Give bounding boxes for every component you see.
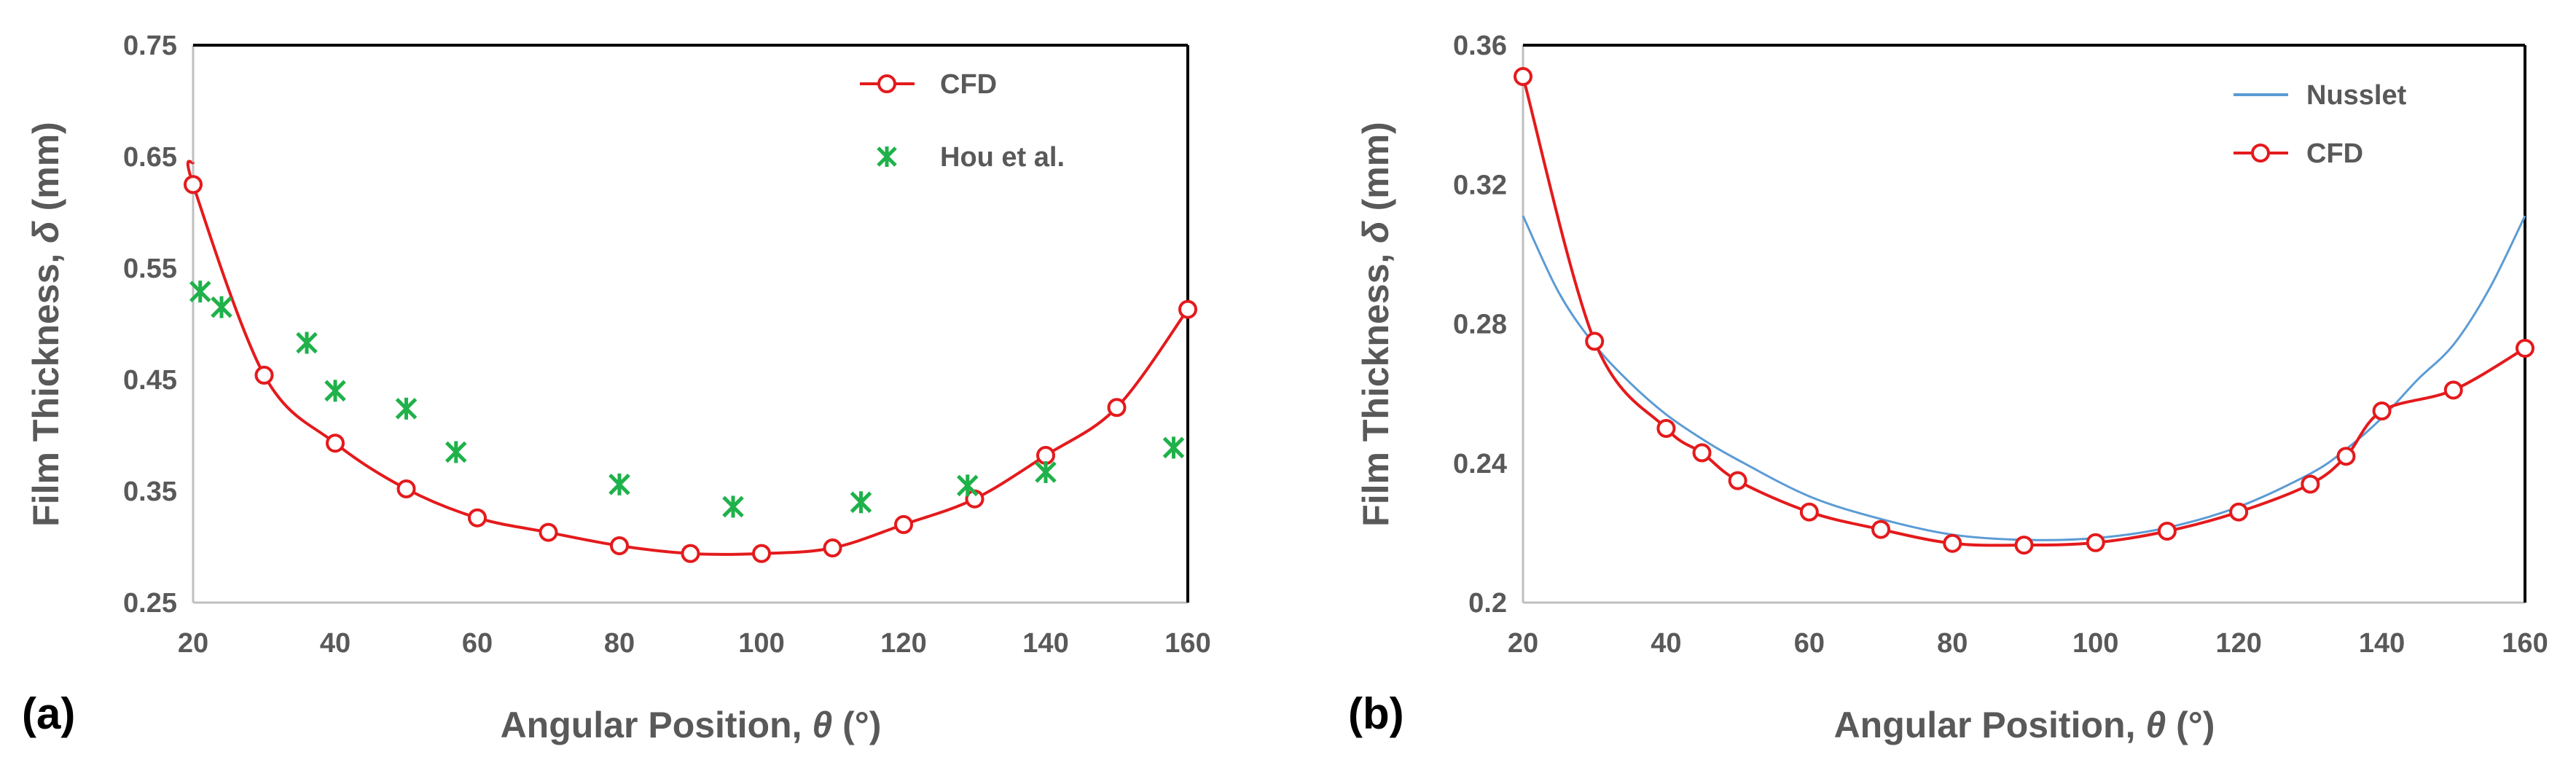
data-point-cfd — [823, 538, 842, 558]
data-point-cfd — [2301, 474, 2320, 494]
data-point-hou-et-al — [324, 380, 346, 402]
x-tick-label: 100 — [2072, 628, 2118, 659]
data-point-cfd — [1799, 502, 1819, 522]
data-point-cfd — [2443, 380, 2463, 400]
data-point-cfd — [184, 175, 203, 195]
x-tick-label: 20 — [1508, 628, 1538, 659]
data-point-cfd — [681, 544, 700, 563]
data-point-cfd — [2014, 536, 2034, 555]
legend-b: Nusslet CFD — [2234, 80, 2407, 169]
x-tick-label: 20 — [178, 628, 208, 659]
y-tick-label: 0.45 — [123, 365, 177, 396]
chart-panel-a: 0.25 0.35 0.45 0.55 0.65 0.75 20 40 60 80 100 120 1… — [22, 31, 1211, 745]
data-point-hou-et-al — [608, 473, 630, 495]
y-tick-label: 0.75 — [123, 31, 177, 61]
data-point-cfd — [2336, 447, 2356, 466]
y-tick-labels-b: 0.2 0.24 0.28 0.32 0.36 — [1453, 31, 1507, 619]
y-tick-label: 0.25 — [123, 588, 177, 619]
x-tick-label: 100 — [738, 628, 784, 659]
x-tick-label: 60 — [462, 628, 493, 659]
data-point-cfd — [2372, 401, 2392, 421]
x-tick-label: 80 — [604, 628, 635, 659]
x-tick-label: 140 — [2359, 628, 2405, 659]
plot-area-b — [1523, 45, 2525, 603]
y-tick-label: 0.36 — [1453, 31, 1507, 61]
y-tick-label: 0.32 — [1453, 170, 1507, 200]
data-point-cfd — [1036, 446, 1055, 466]
data-point-cfd — [2086, 533, 2105, 552]
data-point-cfd — [539, 522, 558, 542]
legend-label-cfd-b: CFD — [2306, 138, 2363, 169]
legend-marker-cfd-b — [2251, 144, 2270, 162]
y-tick-label: 0.65 — [123, 142, 177, 173]
data-point-hou-et-al — [956, 474, 979, 497]
panel-label-a: (a) — [22, 689, 75, 738]
data-point-hou-et-al — [722, 495, 744, 518]
legend-marker-cfd-a — [877, 74, 896, 93]
data-point-cfd — [254, 365, 274, 385]
data-point-hou-et-al — [189, 281, 211, 303]
y-axis-title-a: Film Thickness, δ (mm) — [26, 122, 66, 527]
chart-panel-b: 0.2 0.24 0.28 0.32 0.36 20 40 60 80 100 120 140 160… — [1348, 31, 2548, 745]
x-tick-label: 80 — [1937, 628, 1968, 659]
panel-label-b: (b) — [1348, 689, 1404, 738]
data-point-cfd — [1871, 520, 1891, 539]
data-point-cfd — [752, 544, 771, 563]
data-point-cfd — [2157, 521, 2177, 541]
data-point-hou-et-al — [211, 296, 232, 318]
x-tick-label: 160 — [2502, 628, 2548, 659]
data-point-cfd — [1656, 418, 1676, 438]
data-point-cfd — [2516, 338, 2534, 358]
x-tick-labels-b: 20 40 60 80 100 120 140 160 — [1508, 628, 2548, 659]
series-group-a — [184, 160, 1197, 563]
data-point-cfd — [1728, 471, 1747, 490]
series-group-b — [1514, 67, 2534, 555]
y-tick-label: 0.2 — [1468, 588, 1507, 619]
data-point-cfd — [1514, 67, 1532, 87]
data-point-cfd — [326, 434, 345, 453]
series-line-cfd — [186, 160, 1189, 556]
y-tick-label: 0.28 — [1453, 310, 1507, 340]
data-point-cfd — [1692, 443, 1712, 463]
x-tick-label: 140 — [1022, 628, 1068, 659]
data-point-cfd — [1585, 332, 1605, 351]
data-point-hou-et-al — [296, 332, 318, 354]
x-axis-title-b: Angular Position, θ (°) — [1834, 705, 2215, 745]
y-axis-title-b: Film Thickness, δ (mm) — [1355, 122, 1396, 527]
x-tick-labels-a: 20 40 60 80 100 120 140 160 — [178, 628, 1211, 659]
legend-label-hou-a: Hou et al. — [940, 142, 1065, 173]
x-tick-label: 40 — [320, 628, 351, 659]
data-point-cfd — [468, 508, 487, 528]
data-point-cfd — [610, 536, 629, 555]
y-tick-label: 0.35 — [123, 477, 177, 507]
legend-a: CFD Hou et al. — [860, 69, 1065, 173]
data-point-hou-et-al — [395, 397, 418, 420]
data-point-hou-et-al — [850, 491, 872, 514]
x-tick-label: 120 — [880, 628, 926, 659]
data-point-hou-et-al — [1035, 460, 1057, 483]
data-point-cfd — [1943, 533, 1962, 553]
data-point-hou-et-al — [1162, 436, 1185, 459]
data-point-cfd — [1107, 398, 1127, 418]
data-point-cfd — [2229, 502, 2249, 522]
y-tick-labels-a: 0.25 0.35 0.45 0.55 0.65 0.75 — [123, 31, 177, 619]
legend-label-nusslet-b: Nusslet — [2306, 80, 2407, 111]
y-tick-label: 0.55 — [123, 254, 177, 284]
x-tick-label: 120 — [2215, 628, 2261, 659]
legend-marker-hou-a — [877, 146, 897, 167]
data-point-cfd — [1178, 299, 1197, 319]
x-axis-title-a: Angular Position, θ (°) — [501, 705, 882, 745]
legend-label-cfd-a: CFD — [940, 69, 997, 100]
y-tick-label: 0.24 — [1453, 449, 1507, 479]
x-tick-label: 160 — [1164, 628, 1210, 659]
data-point-hou-et-al — [445, 441, 467, 463]
plot-area-a — [193, 45, 1188, 603]
x-tick-label: 60 — [1794, 628, 1825, 659]
data-point-cfd — [894, 514, 913, 534]
data-point-cfd — [396, 479, 416, 498]
x-tick-label: 40 — [1651, 628, 1681, 659]
